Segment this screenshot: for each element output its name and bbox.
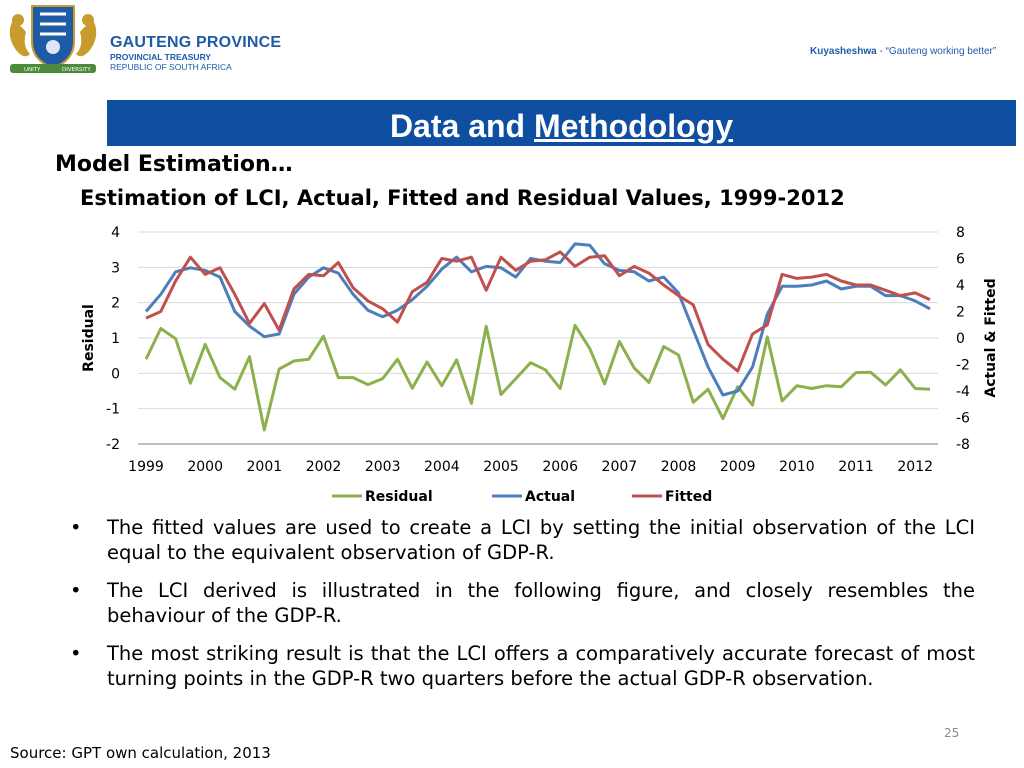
legend-label: Actual: [525, 489, 575, 505]
x-tick-label: 2011: [838, 459, 874, 475]
x-tick-label: 2012: [897, 459, 933, 475]
crest-motto-right: DIVERSITY: [62, 67, 91, 73]
series-line-residual: [144, 323, 931, 432]
y-right-tick-label: -2: [956, 358, 970, 374]
organisation-block: GAUTENG PROVINCE PROVINCIAL TREASURY REP…: [110, 34, 281, 72]
title-bar: Data and Methodology: [107, 100, 1016, 146]
y-left-tick-label: 4: [111, 225, 120, 241]
y-left-tick-label: 0: [111, 366, 120, 382]
page-number: 25: [944, 726, 960, 740]
legend-label: Residual: [365, 489, 433, 505]
bullet-item: • The most striking result is that the LC…: [70, 641, 975, 691]
bullet-marker: •: [70, 579, 82, 602]
bullet-text: The fitted values are used to create a L…: [107, 516, 975, 564]
x-tick-label: 2007: [602, 459, 638, 475]
x-tick-label: 2002: [306, 459, 342, 475]
page-title-part2: Methodology: [533, 108, 734, 144]
y-right-tick-label: 8: [956, 225, 965, 241]
line-chart: 4 3 2 1 0 -1 -2 8 6 4 2 0 -2 -4 -6 -8 1999 2000 2001 2002 20…: [81, 225, 999, 505]
y-right-tick-label: -6: [956, 411, 970, 427]
x-tick-label: 1999: [128, 459, 164, 475]
x-tick-label: 2000: [187, 459, 223, 475]
bullet-marker: •: [70, 516, 82, 539]
series-line-fitted: [145, 250, 931, 373]
y-left-axis-title: Residual: [81, 304, 97, 372]
y-left-tick-label: 3: [111, 260, 120, 276]
org-name: GAUTENG PROVINCE: [110, 34, 282, 51]
source-note: Source: GPT own calculation, 2013: [10, 744, 271, 762]
y-right-tick-label: 0: [956, 331, 965, 347]
bullet-marker: •: [70, 642, 82, 665]
chart-title: Estimation of LCI, Actual, Fitted and Re…: [80, 186, 845, 210]
bullet-item: • The LCI derived is illustrated in the f…: [70, 578, 975, 628]
y-right-tick-label: 6: [956, 252, 965, 268]
x-tick-label: 2005: [483, 459, 519, 475]
x-tick-label: 2004: [424, 459, 460, 475]
page-title-part1: Data and: [389, 108, 534, 144]
crest-motto-left: UNITY: [24, 67, 41, 73]
y-left-tick-label: 1: [111, 331, 120, 347]
x-tick-label: 2009: [720, 459, 756, 475]
x-tick-label: 2001: [247, 459, 283, 475]
y-right-axis-title: Actual & Fitted: [983, 278, 999, 397]
bullet-text: The most striking result is that the LCI…: [107, 642, 975, 690]
y-right-tick-label: 4: [956, 278, 965, 294]
y-left-tick-label: -2: [106, 437, 120, 453]
org-country: REPUBLIC OF SOUTH AFRICA: [110, 62, 232, 72]
y-right-tick-label: -8: [956, 437, 970, 453]
section-heading: Model Estimation…: [55, 152, 293, 177]
x-tick-label: 2003: [365, 459, 401, 475]
slogan: Kuyasheshwa - “Gauteng working better”: [810, 46, 996, 57]
bullet-text: The LCI derived is illustrated in the fo…: [107, 579, 975, 627]
slogan-brand: Kuyasheshwa: [810, 46, 877, 57]
series-line-actual: [144, 242, 931, 397]
y-right-tick-label: -4: [956, 384, 970, 400]
y-left-tick-label: 2: [111, 296, 120, 312]
coat-of-arms-logo: UNITY DIVERSITY: [9, 5, 97, 73]
y-left-tick-label: -1: [106, 402, 120, 418]
slogan-text: - “Gauteng working better”: [876, 46, 997, 57]
x-tick-label: 2010: [779, 459, 815, 475]
x-tick-label: 2008: [661, 459, 697, 475]
bullet-list: • The fitted values are used to create a …: [70, 515, 975, 704]
y-right-tick-label: 2: [956, 305, 965, 321]
legend-label: Fitted: [665, 489, 712, 505]
org-department: PROVINCIAL TREASURY: [110, 52, 212, 62]
page-title: Data and Methodology: [390, 108, 733, 144]
header: UNITY DIVERSITY GAUTENG PROVINCE PROVINC…: [0, 0, 1024, 90]
x-tick-label: 2006: [542, 459, 578, 475]
bullet-item: • The fitted values are used to create a …: [70, 515, 975, 565]
